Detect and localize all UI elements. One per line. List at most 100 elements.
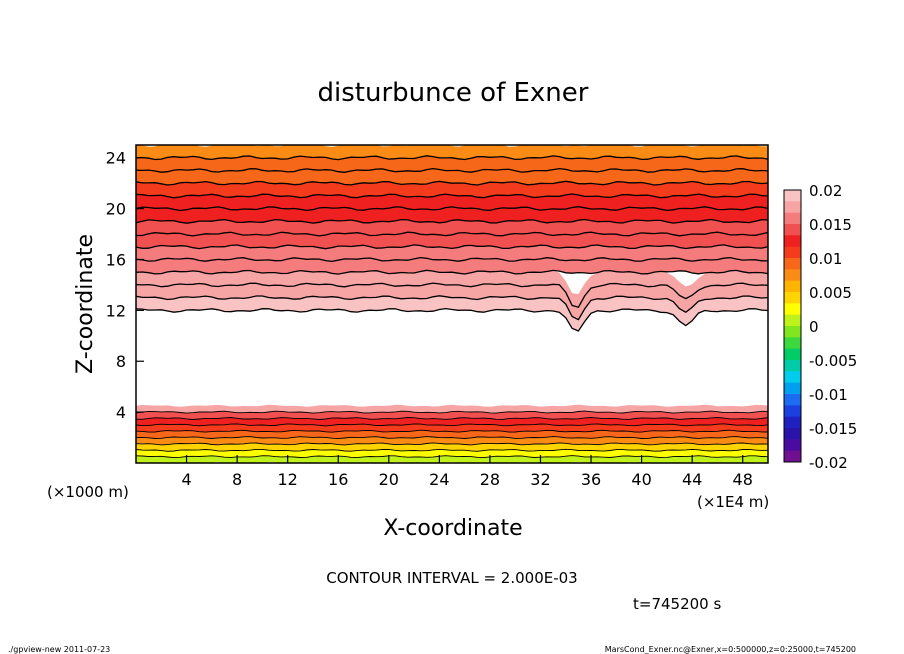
colorbar-swatch <box>784 360 801 372</box>
contour-band <box>136 219 768 236</box>
y-tick-label: 16 <box>106 250 126 269</box>
x-axis: 4 8 12 16 20 24 28 32 36 40 44 48 <box>181 455 753 489</box>
contour-line <box>136 269 768 275</box>
y-tick-label: 8 <box>116 352 126 371</box>
colorbar-swatch <box>784 382 801 395</box>
contour-band <box>136 270 768 308</box>
x-tick-label: 40 <box>631 470 651 489</box>
colorbar-swatch <box>784 371 801 384</box>
contour-band <box>136 232 768 249</box>
colorbar-swatch <box>784 258 801 270</box>
x-axis-label: X-coordinate <box>383 516 522 541</box>
contour-line <box>136 193 768 199</box>
x-tick-label: 12 <box>278 470 298 489</box>
colorbar-label: 0.02 <box>809 182 842 200</box>
contour-line <box>136 429 768 433</box>
y-tick-label: 4 <box>116 403 126 422</box>
contour-band <box>136 194 768 211</box>
contour-band <box>136 411 768 420</box>
contour-line <box>136 256 768 263</box>
time-label: t=745200 s <box>633 595 721 613</box>
colorbar-swatch <box>784 439 801 452</box>
y-axis-label: Z-coordinate <box>73 234 98 374</box>
colorbar-swatch <box>784 428 801 440</box>
x-tick-label: 28 <box>480 470 500 489</box>
colorbar-swatch <box>784 326 801 338</box>
contour-band <box>136 181 768 198</box>
contour-line <box>136 231 768 237</box>
contour-line <box>136 206 768 212</box>
colorbar-swatch <box>784 314 801 327</box>
y-tick-label: 24 <box>106 149 126 168</box>
contour-line <box>136 410 768 414</box>
colorbar-swatch <box>784 405 801 418</box>
colorbar-frame <box>783 189 802 463</box>
contour-interval: CONTOUR INTERVAL = 2.000E-03 <box>326 569 577 587</box>
contour-band <box>136 404 768 414</box>
contour-band <box>136 295 768 331</box>
contour-line <box>136 423 768 427</box>
footer-right: MarsCond_Exner.nc@Exner,x=0:500000,z=0:2… <box>605 645 856 654</box>
contour-line <box>136 307 768 332</box>
contour-band <box>136 155 768 173</box>
contour-line <box>136 417 768 420</box>
x-tick-label: 32 <box>530 470 550 489</box>
colorbar-label: -0.005 <box>809 352 857 370</box>
colorbar-swatch <box>784 224 801 236</box>
contour-line <box>136 295 768 321</box>
colorbar-swatch <box>784 280 801 293</box>
colorbar-swatch <box>784 348 801 361</box>
x-tick-label: 44 <box>682 470 702 489</box>
x-tick-label: 16 <box>328 470 348 489</box>
contour-band <box>136 168 768 185</box>
contour-line <box>136 455 768 459</box>
contour-line <box>136 155 768 161</box>
y-tick-label: 20 <box>106 200 126 219</box>
contour-line <box>136 244 768 250</box>
plot-area <box>136 145 768 463</box>
colorbar-swatch <box>784 450 801 463</box>
x-unit-left: (×1000 m) <box>47 483 129 501</box>
colorbar-swatch <box>784 246 801 259</box>
contour-line <box>136 448 768 452</box>
colorbar-label: 0.005 <box>809 284 852 302</box>
colorbar-swatch <box>784 292 801 304</box>
colorbar-swatch <box>784 416 801 429</box>
y-axis: 4 8 12 16 20 24 <box>106 149 144 422</box>
x-tick-label: 20 <box>379 470 399 489</box>
contour-line <box>136 282 768 308</box>
footer-left: ./gpview-new 2011-07-23 <box>8 645 110 654</box>
contour-line <box>136 442 768 446</box>
x-unit-right: (×1E4 m) <box>697 493 769 511</box>
x-tick-label: 24 <box>429 470 449 489</box>
colorbar-label: 0 <box>809 318 819 336</box>
x-tick-label: 36 <box>581 470 601 489</box>
x-tick-label: 48 <box>733 470 753 489</box>
contour-band <box>136 283 768 320</box>
colorbar-label: 0.01 <box>809 250 842 268</box>
colorbar-swatch <box>784 303 801 316</box>
x-tick-label: 8 <box>232 470 242 489</box>
colorbar-label: 0.015 <box>809 216 852 234</box>
colorbar-label: -0.015 <box>809 420 857 438</box>
colorbar-swatch <box>784 201 801 214</box>
colorbar-label: -0.01 <box>809 386 848 404</box>
plot-frame <box>135 144 769 464</box>
colorbar-swatch <box>784 190 801 202</box>
colorbar-swatch <box>784 337 801 350</box>
contour-band <box>136 206 768 224</box>
chart-title: disturbunce of Exner <box>318 78 589 108</box>
contour-line <box>136 436 768 440</box>
colorbar: 0.02 0.015 0.01 0.005 0 -0.005 -0.01 -0.015 -0.0… <box>783 182 857 472</box>
colorbar-label: -0.02 <box>809 454 848 472</box>
y-tick-label: 12 <box>106 301 126 320</box>
colorbar-swatch <box>784 235 801 248</box>
contour-line <box>136 180 768 186</box>
colorbar-swatch <box>784 269 801 282</box>
x-tick-label: 4 <box>181 470 191 489</box>
contour-line <box>136 167 768 173</box>
colorbar-swatch <box>784 212 801 225</box>
colorbar-swatch <box>784 394 801 406</box>
contour-line <box>136 218 768 224</box>
